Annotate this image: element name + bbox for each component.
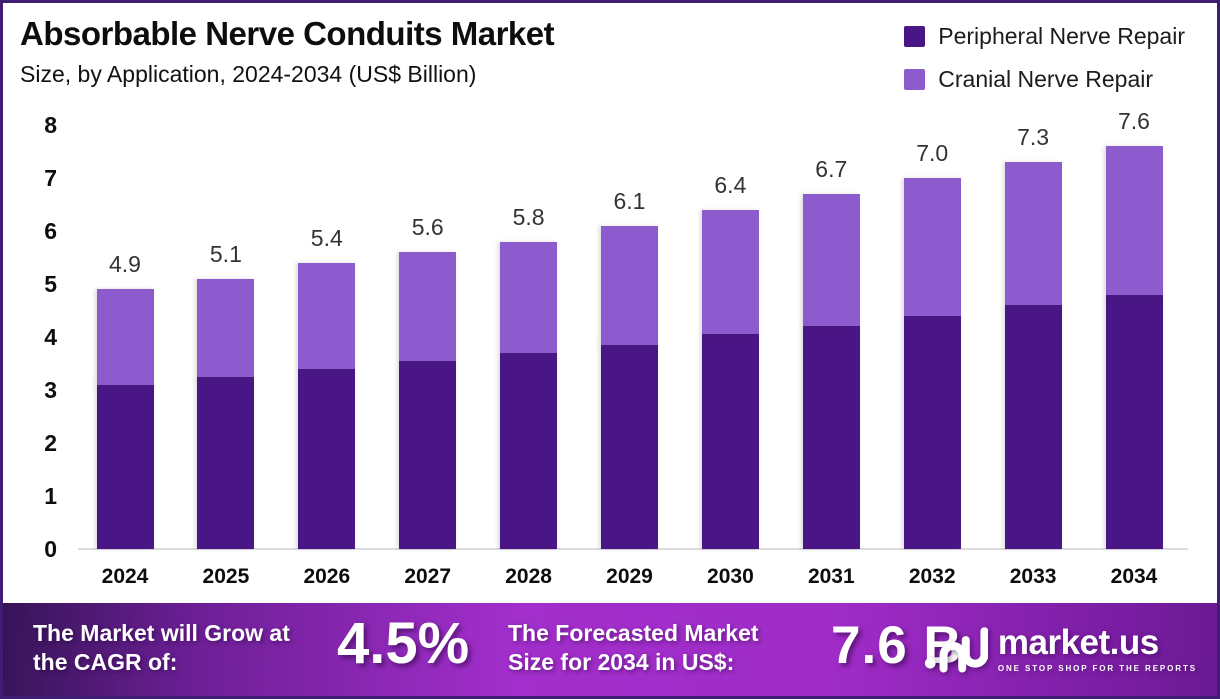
marketus-logo-tagline: ONE STOP SHOP FOR THE REPORTS bbox=[997, 664, 1197, 673]
bar-total-label: 5.8 bbox=[512, 203, 545, 230]
x-tick-label: 2028 bbox=[505, 565, 552, 588]
bar-segment-peripheral bbox=[298, 368, 356, 549]
x-axis-baseline bbox=[78, 548, 1188, 550]
bar-segment-peripheral bbox=[1105, 294, 1163, 549]
bar-segment-cranial bbox=[298, 262, 356, 369]
bar-segment-peripheral bbox=[197, 376, 255, 549]
bar-total-label: 5.6 bbox=[411, 214, 444, 241]
stacked-bar-chart: 0 1 2 3 4 5 6 7 8 4.9 2024 5.1 2025 5.4 2026 5.6 2027 5.8… bbox=[3, 3, 1217, 696]
legend-swatch-peripheral bbox=[904, 26, 926, 47]
legend-item-peripheral: Peripheral Nerve Repair bbox=[904, 23, 1185, 50]
bar-total-label: 7.3 bbox=[1017, 124, 1050, 151]
bar-segment-peripheral bbox=[399, 360, 457, 549]
bar-total-label: 7.6 bbox=[1118, 108, 1150, 135]
x-tick-label: 2027 bbox=[404, 565, 452, 588]
x-tick-label: 2031 bbox=[807, 565, 855, 588]
bar-segment-cranial bbox=[1004, 162, 1062, 306]
y-tick-label: 6 bbox=[44, 218, 57, 244]
x-tick-label: 2030 bbox=[707, 565, 754, 588]
x-tick-label: 2024 bbox=[101, 565, 149, 588]
y-tick-label: 8 bbox=[44, 112, 57, 138]
bar-segment-peripheral bbox=[903, 315, 961, 549]
x-tick-label: 2029 bbox=[606, 565, 653, 588]
bar-segment-peripheral bbox=[500, 352, 558, 549]
bar-total-label: 4.9 bbox=[109, 251, 141, 278]
bar-segment-peripheral bbox=[601, 344, 658, 549]
bar-total-label: 6.4 bbox=[714, 171, 747, 198]
y-tick-label: 5 bbox=[44, 271, 57, 297]
cagr-value: 4.5% bbox=[337, 611, 470, 676]
bar-total-label: 6.1 bbox=[613, 187, 646, 214]
x-tick-label: 2025 bbox=[202, 565, 250, 588]
bar-segment-peripheral bbox=[1004, 305, 1062, 549]
bar-segment-peripheral bbox=[802, 326, 860, 549]
legend-label: Peripheral Nerve Repair bbox=[938, 23, 1185, 49]
forecast-label: The Forecasted Market Size for 2034 in U… bbox=[508, 620, 759, 676]
x-tick-label: 2032 bbox=[908, 565, 956, 588]
y-tick-label: 0 bbox=[44, 536, 57, 562]
bar-segment-peripheral bbox=[96, 384, 154, 549]
x-tick-label: 2033 bbox=[1009, 565, 1057, 588]
bar-segment-cranial bbox=[601, 225, 658, 345]
bar-total-label: 7.0 bbox=[916, 140, 949, 166]
marketus-logo-icon bbox=[924, 627, 988, 673]
bar-segment-cranial bbox=[903, 178, 961, 316]
page-title: Absorbable Nerve Conduits Market bbox=[20, 15, 555, 52]
y-tick-label: 1 bbox=[44, 483, 57, 509]
legend-item-cranial: Cranial Nerve Repair bbox=[904, 66, 1185, 93]
y-tick-label: 4 bbox=[44, 324, 57, 350]
y-tick-label: 3 bbox=[44, 377, 57, 403]
y-tick-label: 7 bbox=[44, 165, 57, 191]
legend-label: Cranial Nerve Repair bbox=[938, 66, 1154, 92]
legend: Peripheral Nerve Repair Cranial Nerve Re… bbox=[904, 23, 1185, 93]
cagr-label: The Market will Grow at the CAGR of: bbox=[33, 620, 290, 676]
bar-segment-cranial bbox=[197, 278, 255, 377]
bar-segment-cranial bbox=[1105, 146, 1163, 295]
legend-swatch-cranial bbox=[904, 69, 926, 90]
marketus-logo: market.us ONE STOP SHOP FOR THE REPORTS bbox=[924, 620, 1197, 678]
bar-segment-cranial bbox=[500, 241, 558, 353]
bar-total-label: 5.4 bbox=[310, 224, 343, 251]
page-subtitle: Size, by Application, 2024-2034 (US$ Bil… bbox=[20, 61, 477, 87]
bar-segment-peripheral bbox=[701, 334, 759, 549]
bar-segment-cranial bbox=[96, 289, 154, 385]
marketus-logo-name: market.us bbox=[997, 623, 1159, 662]
bar-segment-cranial bbox=[802, 193, 860, 327]
bar-total-label: 5.1 bbox=[209, 240, 242, 267]
y-tick-label: 2 bbox=[44, 430, 57, 456]
bottom-banner: The Market will Grow at the CAGR of: 4.5… bbox=[3, 603, 1217, 696]
bar-total-label: 6.7 bbox=[815, 155, 848, 182]
bar-segment-cranial bbox=[399, 252, 457, 361]
x-tick-label: 2034 bbox=[1110, 565, 1158, 588]
x-tick-label: 2026 bbox=[303, 565, 351, 588]
bar-segment-cranial bbox=[701, 209, 759, 335]
